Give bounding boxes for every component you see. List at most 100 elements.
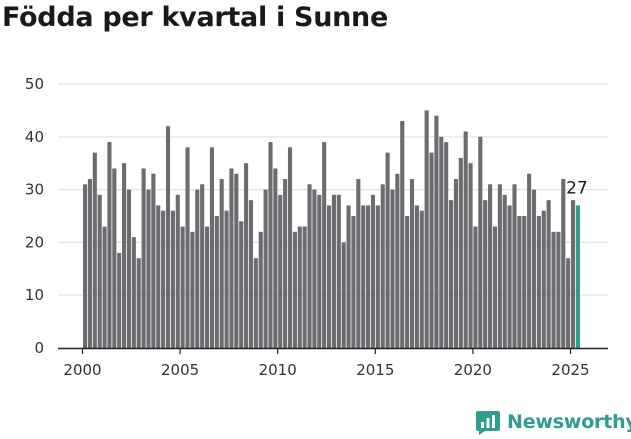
bar <box>317 194 322 348</box>
bar <box>117 252 122 348</box>
y-tick-label: 0 <box>34 339 44 357</box>
bar <box>497 184 502 348</box>
bar <box>566 258 571 348</box>
bar <box>434 115 439 349</box>
bar <box>107 142 112 348</box>
bar <box>307 184 312 348</box>
x-axis: 2000 2005 2010 2015 2020 2025 <box>58 347 608 379</box>
bar <box>366 205 371 348</box>
bar <box>400 120 405 349</box>
bar <box>112 168 117 348</box>
newsworthy-logo[interactable]: Newsworthy <box>475 407 631 437</box>
bar <box>551 231 556 348</box>
bar <box>209 147 214 348</box>
bar <box>322 142 327 348</box>
x-tick-label: 2005 <box>161 361 199 379</box>
bar <box>200 184 205 348</box>
bar <box>287 147 293 348</box>
bar <box>546 200 551 348</box>
bar-chart: 0 10 20 30 40 50 2000 2005 2010 2015 2020 2025 27 <box>25 75 608 379</box>
bar <box>483 200 488 348</box>
bar <box>283 179 288 348</box>
bar <box>531 189 537 348</box>
bar <box>395 173 400 348</box>
bar <box>195 189 200 348</box>
bar <box>273 168 278 348</box>
bar <box>380 184 385 348</box>
chart-title: Födda per kvartal i Sunne <box>2 2 388 33</box>
bar <box>517 216 522 348</box>
y-axis-ticks: 0 10 20 30 40 50 <box>25 75 44 357</box>
bar <box>341 242 346 348</box>
bar <box>205 226 210 348</box>
bar <box>292 231 297 348</box>
bar <box>248 200 254 348</box>
y-tick-label: 30 <box>25 181 44 199</box>
bar <box>351 216 356 348</box>
bar <box>571 200 576 348</box>
bars <box>83 110 580 349</box>
last-value-label: 27 <box>566 178 588 198</box>
bar <box>453 179 458 348</box>
bar <box>502 194 507 348</box>
bar <box>141 168 146 348</box>
bar <box>83 184 88 348</box>
bar <box>146 189 151 348</box>
bar <box>488 184 493 348</box>
x-tick-label: 2015 <box>356 361 394 379</box>
bar <box>375 205 380 348</box>
y-tick-label: 20 <box>25 233 44 251</box>
bar <box>136 258 141 348</box>
bar <box>409 179 415 348</box>
bar <box>165 126 171 349</box>
bar <box>512 184 517 348</box>
bar <box>151 173 156 348</box>
bar <box>258 231 263 348</box>
bar <box>336 194 341 348</box>
bar <box>268 142 273 348</box>
x-tick-label: 2025 <box>551 361 589 379</box>
bar <box>312 189 317 348</box>
y-tick-label: 40 <box>25 128 44 146</box>
bar <box>97 194 102 348</box>
bar <box>473 226 478 348</box>
bar <box>439 136 444 348</box>
bar <box>458 157 463 348</box>
x-tick-label: 2020 <box>454 361 492 379</box>
bar <box>478 136 483 348</box>
bar <box>92 152 97 348</box>
bar <box>346 205 351 348</box>
bar <box>507 205 512 348</box>
bar <box>522 216 527 348</box>
bar <box>361 205 366 348</box>
bar <box>102 226 107 348</box>
bar <box>449 200 454 348</box>
bar <box>414 205 419 348</box>
bar <box>161 210 166 348</box>
bar <box>385 152 390 348</box>
bar <box>463 131 468 348</box>
bar <box>370 194 376 348</box>
bar-highlight <box>575 205 580 348</box>
bar <box>561 179 566 348</box>
data-labels: 27 <box>566 178 588 198</box>
bar <box>424 110 429 349</box>
x-tick-label: 2010 <box>259 361 297 379</box>
bar <box>156 205 161 348</box>
bar <box>297 226 302 348</box>
x-tick-label: 2000 <box>63 361 101 379</box>
bar <box>190 231 195 348</box>
bar <box>468 163 473 348</box>
bar <box>244 163 249 348</box>
bar <box>175 194 180 348</box>
bar <box>229 168 234 348</box>
logo-text: Newsworthy <box>507 411 631 433</box>
bar <box>224 210 229 348</box>
bar <box>302 226 307 348</box>
bar <box>327 205 332 348</box>
bar <box>180 226 185 348</box>
bar <box>239 221 244 348</box>
bar <box>390 189 395 348</box>
bar <box>278 194 283 348</box>
bar <box>185 147 190 348</box>
